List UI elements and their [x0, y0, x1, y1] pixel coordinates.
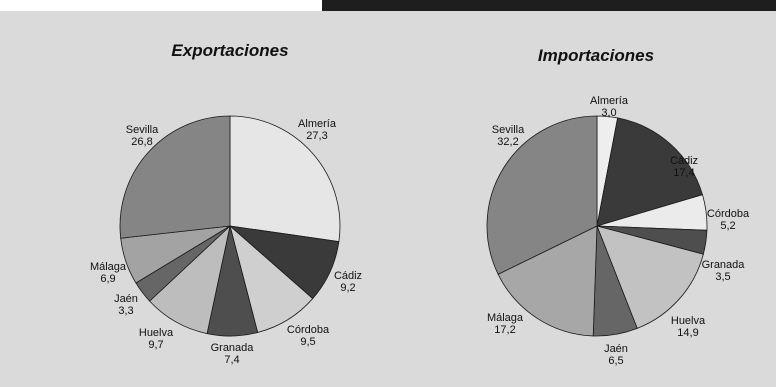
slice-label-cordoba: Córdoba 9,5: [287, 324, 330, 348]
slice-label-almeria: Almería 3,0: [590, 95, 629, 119]
exportaciones-title: Exportaciones: [171, 41, 288, 60]
slice-value: 9,7: [148, 339, 163, 351]
slice-label-malaga: Málaga 17,2: [487, 312, 524, 336]
slice-value: 6,9: [100, 273, 115, 285]
slice-label-huelva: Huelva 9,7: [139, 327, 174, 351]
slice-label-jaen: Jaén 3,3: [114, 293, 138, 317]
slice-label-cadiz: Cádiz 17,4: [670, 155, 698, 179]
slice-label-jaen: Jaén 6,5: [604, 343, 628, 367]
header-bar: [322, 0, 776, 11]
slice-value: 17,2: [494, 324, 515, 336]
slice-name: Córdoba: [287, 324, 330, 336]
slice-value: 27,3: [306, 130, 327, 142]
slice-name: Cádiz: [670, 155, 698, 167]
slice-label-cadiz: Cádiz 9,2: [334, 270, 362, 294]
slice-label-granada: Granada 7,4: [211, 342, 255, 366]
slice-label-sevilla: Sevilla 26,8: [126, 124, 159, 148]
slice-name: Almería: [298, 118, 337, 130]
slice-name: Córdoba: [707, 208, 750, 220]
slice-label-sevilla: Sevilla 32,2: [492, 124, 525, 148]
slice-value: 26,8: [131, 136, 152, 148]
pie-slice-cadiz: [596, 117, 703, 227]
pie-slice-huelva: [596, 225, 704, 329]
pie-slice-malaga: [497, 225, 598, 337]
slice-value: 9,2: [340, 282, 355, 294]
slice-name: Málaga: [487, 312, 524, 324]
slice-label-huelva: Huelva 14,9: [671, 315, 706, 339]
importaciones-pie: Almería 3,0 Cádiz 17,4 Córdoba 5,2 Granada 3,5 H…: [486, 95, 750, 367]
slice-label-granada: Granada 3,5: [702, 259, 746, 283]
slice-name: Jaén: [114, 293, 138, 305]
slice-value: 5,2: [720, 220, 735, 232]
slice-value: 17,4: [673, 167, 694, 179]
exportaciones-pie: Almería 27,3 Cádiz 9,2 Córdoba 9,5 Granada 7,4 H…: [90, 115, 362, 366]
slice-name: Granada: [211, 342, 255, 354]
slice-name: Huelva: [671, 315, 706, 327]
slice-value: 3,5: [715, 271, 730, 283]
slice-value: 7,4: [224, 354, 239, 366]
slice-value: 32,2: [497, 136, 518, 148]
slice-label-almeria: Almería 27,3: [298, 118, 337, 142]
slice-name: Málaga: [90, 261, 127, 273]
slice-value: 9,5: [300, 336, 315, 348]
pie-slice-sevilla: [486, 115, 598, 275]
slice-value: 6,5: [608, 355, 623, 367]
slice-label-malaga: Málaga 6,9: [90, 261, 127, 285]
slice-name: Cádiz: [334, 270, 362, 282]
slice-name: Huelva: [139, 327, 174, 339]
slice-name: Granada: [702, 259, 746, 271]
slice-name: Jaén: [604, 343, 628, 355]
slice-name: Sevilla: [492, 124, 525, 136]
importaciones-title: Importaciones: [538, 46, 654, 65]
slice-value: 3,3: [118, 305, 133, 317]
pie-slice-almeria: [229, 115, 341, 243]
slice-name: Sevilla: [126, 124, 159, 136]
slice-value: 14,9: [677, 327, 698, 339]
slice-label-cordoba: Córdoba 5,2: [707, 208, 750, 232]
slice-value: 3,0: [601, 107, 616, 119]
pie-slice-sevilla: [119, 115, 231, 239]
slice-name: Almería: [590, 95, 629, 107]
